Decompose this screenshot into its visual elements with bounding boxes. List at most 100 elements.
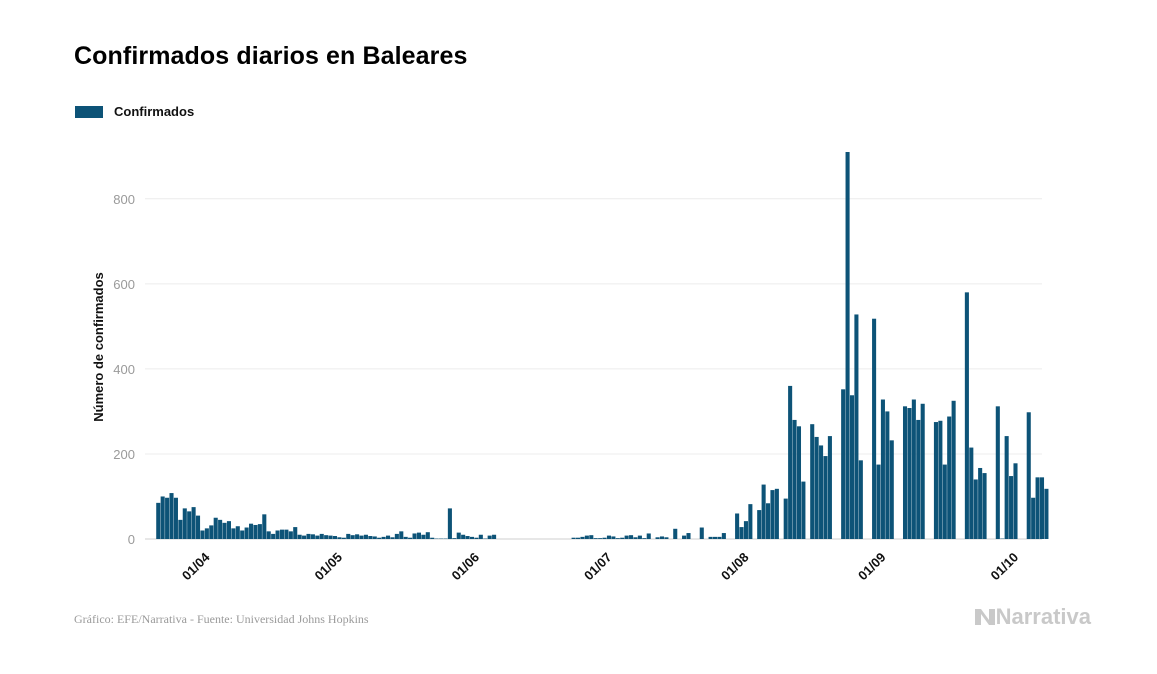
bar: [823, 456, 828, 539]
bar: [664, 537, 669, 539]
bar: [368, 536, 373, 539]
bar: [854, 314, 859, 539]
bar: [849, 395, 855, 539]
bar: [637, 535, 642, 539]
x-axis-ticks: 01/04 01/05 01/06 01/07 01/08 01/09 01/10: [179, 549, 1021, 583]
bar: [341, 537, 346, 539]
bar: [492, 534, 497, 539]
bar: [995, 406, 1000, 539]
bar: [173, 497, 178, 539]
bar: [297, 534, 302, 539]
legend-swatch: [75, 105, 103, 118]
bar: [580, 536, 585, 539]
bar: [646, 533, 651, 539]
bar: [337, 537, 342, 539]
bar: [253, 524, 258, 539]
bar: [271, 533, 276, 539]
bar: [920, 403, 925, 539]
bar: [191, 507, 196, 539]
bar: [355, 534, 360, 539]
bar: [213, 517, 218, 539]
x-tick-label: 01/05: [312, 550, 346, 584]
bar: [629, 535, 634, 539]
bar: [165, 497, 170, 539]
bar: [231, 528, 236, 539]
bar: [195, 515, 201, 539]
x-tick-label: 01/08: [718, 550, 752, 584]
source-caption: Gráfico: EFE/Narrativa - Fuente: Univers…: [74, 612, 369, 626]
bar: [266, 531, 271, 539]
bar: [315, 535, 320, 539]
bar: [478, 534, 483, 539]
bar: [226, 521, 231, 539]
chart-title: Confirmados diarios en Baleares: [74, 42, 468, 70]
bar: [390, 537, 395, 539]
bar: [372, 536, 377, 539]
bar: [425, 532, 430, 539]
bar: [593, 538, 598, 539]
bar: [872, 318, 877, 539]
bar: [346, 533, 351, 539]
bar: [721, 533, 726, 539]
bar: [686, 533, 691, 539]
bar: [827, 436, 832, 539]
bar: [907, 408, 912, 539]
bar: [1044, 488, 1049, 539]
bar: [412, 533, 417, 539]
bar: [209, 525, 214, 539]
bar: [1004, 436, 1009, 539]
bar: [452, 538, 457, 539]
bar: [1031, 497, 1036, 539]
bar: [324, 535, 329, 539]
bar: [200, 530, 205, 539]
bar: [332, 536, 338, 539]
bar: [284, 529, 289, 539]
bar: [708, 536, 713, 539]
bar: [377, 537, 382, 539]
bar: [624, 535, 629, 539]
bar: [403, 536, 408, 539]
bar: [942, 464, 947, 539]
bar: [598, 538, 603, 539]
bar: [845, 152, 850, 539]
bar: [386, 535, 391, 539]
bar: [792, 419, 797, 539]
brand-logo: Narrativa: [974, 604, 1091, 630]
y-tick-label: 600: [113, 277, 135, 292]
bar: [814, 436, 819, 539]
bar: [160, 496, 165, 539]
bar: [739, 527, 744, 539]
bar: [796, 426, 802, 539]
bar: [399, 531, 404, 539]
bar: [982, 473, 987, 539]
bar: [819, 445, 824, 539]
bar: [235, 526, 240, 539]
bar: [757, 510, 762, 539]
bar: [801, 481, 806, 539]
bar: [469, 536, 475, 539]
bar: [288, 531, 293, 539]
bar: [602, 537, 607, 539]
y-tick-label: 800: [113, 192, 135, 207]
bar: [783, 498, 788, 539]
bar: [682, 535, 687, 539]
bar: [182, 508, 187, 539]
bar: [699, 527, 704, 539]
bar: [743, 521, 748, 539]
bar: [885, 411, 890, 539]
bar: [766, 503, 771, 539]
bar: [394, 533, 399, 539]
bar: [973, 479, 978, 539]
bar: [306, 533, 311, 539]
x-tick-label: 01/07: [581, 550, 615, 584]
bar: [408, 537, 413, 539]
bar: [673, 528, 678, 539]
x-tick-label: 01/04: [179, 549, 213, 583]
bar: [659, 536, 665, 539]
bar: [951, 400, 956, 539]
bar: [474, 537, 479, 539]
bar: [788, 385, 793, 539]
bar: [933, 422, 938, 539]
y-tick-label: 0: [128, 532, 135, 547]
bar: [584, 535, 589, 539]
